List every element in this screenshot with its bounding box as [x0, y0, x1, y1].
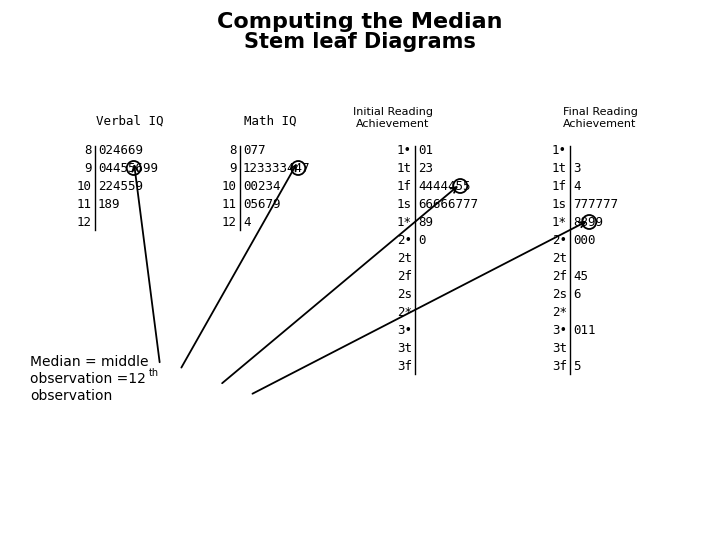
- Text: 000: 000: [573, 233, 595, 246]
- Text: 01: 01: [418, 144, 433, 157]
- Text: observation =12: observation =12: [30, 372, 146, 386]
- Text: 2t: 2t: [397, 252, 412, 265]
- Text: 1f: 1f: [397, 179, 412, 192]
- Text: 077: 077: [243, 144, 266, 157]
- Text: 8: 8: [84, 144, 92, 157]
- Text: 3: 3: [573, 161, 580, 174]
- Text: Median = middle: Median = middle: [30, 355, 148, 369]
- Text: 45: 45: [573, 269, 588, 282]
- Text: 3t: 3t: [397, 341, 412, 354]
- Text: 9: 9: [230, 161, 237, 174]
- Text: 05679: 05679: [243, 198, 281, 211]
- Text: 1t: 1t: [397, 161, 412, 174]
- Text: 5: 5: [573, 360, 580, 373]
- Text: Stem leaf Diagrams: Stem leaf Diagrams: [244, 32, 476, 52]
- Text: 1•: 1•: [552, 144, 567, 157]
- Text: 10: 10: [222, 179, 237, 192]
- Text: 2*: 2*: [397, 306, 412, 319]
- Text: 2t: 2t: [552, 252, 567, 265]
- Text: 1f: 1f: [552, 179, 567, 192]
- Text: 2•: 2•: [397, 233, 412, 246]
- Text: 11: 11: [222, 198, 237, 211]
- Text: 011: 011: [573, 323, 595, 336]
- Text: 6: 6: [573, 287, 580, 300]
- Text: 12: 12: [77, 215, 92, 228]
- Text: 777777: 777777: [573, 198, 618, 211]
- Text: 23: 23: [418, 161, 433, 174]
- Text: 00234: 00234: [243, 179, 281, 192]
- Text: 123333447: 123333447: [243, 161, 310, 174]
- Text: 12: 12: [222, 215, 237, 228]
- Text: 224559: 224559: [98, 179, 143, 192]
- Text: 4: 4: [573, 179, 580, 192]
- Text: Computing the Median: Computing the Median: [217, 12, 503, 32]
- Text: 2s: 2s: [397, 287, 412, 300]
- Text: 8899: 8899: [573, 215, 603, 228]
- Text: 1s: 1s: [552, 198, 567, 211]
- Text: 1*: 1*: [552, 215, 567, 228]
- Text: 66666777: 66666777: [418, 198, 478, 211]
- Text: 2f: 2f: [397, 269, 412, 282]
- Text: 9: 9: [84, 161, 92, 174]
- Text: Verbal IQ: Verbal IQ: [96, 115, 163, 128]
- Text: Final Reading
Achievement: Final Reading Achievement: [562, 107, 637, 129]
- Text: 189: 189: [98, 198, 120, 211]
- Text: 1t: 1t: [552, 161, 567, 174]
- Text: 2•: 2•: [552, 233, 567, 246]
- Text: 3•: 3•: [397, 323, 412, 336]
- Text: observation: observation: [30, 389, 112, 403]
- Text: 0: 0: [418, 233, 426, 246]
- Text: 89: 89: [418, 215, 433, 228]
- Text: 8: 8: [230, 144, 237, 157]
- Text: Initial Reading
Achievement: Initial Reading Achievement: [353, 107, 433, 129]
- Text: 024669: 024669: [98, 144, 143, 157]
- Text: 3f: 3f: [552, 360, 567, 373]
- Text: 4: 4: [243, 215, 251, 228]
- Text: 3f: 3f: [397, 360, 412, 373]
- Text: 2*: 2*: [552, 306, 567, 319]
- Text: 4444455: 4444455: [418, 179, 470, 192]
- Text: 3t: 3t: [552, 341, 567, 354]
- Text: 2f: 2f: [552, 269, 567, 282]
- Text: 1s: 1s: [397, 198, 412, 211]
- Text: 04455699: 04455699: [98, 161, 158, 174]
- Text: 11: 11: [77, 198, 92, 211]
- Text: 1•: 1•: [397, 144, 412, 157]
- Text: 3•: 3•: [552, 323, 567, 336]
- Text: 1*: 1*: [397, 215, 412, 228]
- Text: th: th: [149, 368, 159, 378]
- Text: Math IQ: Math IQ: [244, 115, 296, 128]
- Text: 10: 10: [77, 179, 92, 192]
- Text: 2s: 2s: [552, 287, 567, 300]
